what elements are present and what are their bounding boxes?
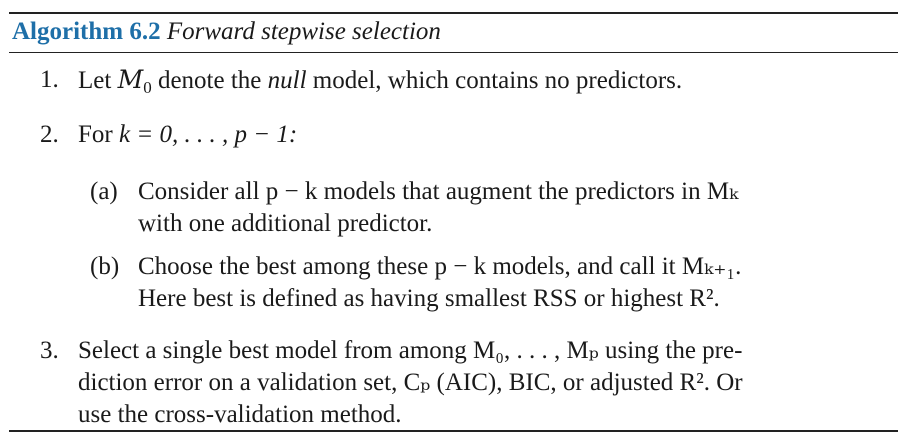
- algorithm-title: Forward stepwise selection: [166, 18, 441, 45]
- substep-line: Here best is defined as having smallest …: [138, 285, 720, 312]
- model-symbol: M: [117, 65, 144, 94]
- step-3: 3. Select a single best model from among…: [0, 335, 907, 431]
- step-1: 1. Let M0 denote the null model, which c…: [0, 64, 907, 96]
- substep-line: Choose the best among these p − k models…: [138, 253, 742, 280]
- header-rule: [9, 52, 898, 53]
- step-text: For k = 0, . . . , p − 1:: [78, 121, 298, 148]
- substep-line: Consider all p − k models that augment t…: [138, 178, 739, 205]
- step-2: 2. For k = 0, . . . , p − 1:: [0, 119, 907, 151]
- step-text: Let M0 denote the null model, which cont…: [78, 65, 683, 97]
- step-number: 1.: [40, 66, 59, 93]
- step-line: Select a single best model from among M₀…: [78, 337, 743, 364]
- substep-b: (b) Choose the best among these p − k mo…: [0, 251, 907, 315]
- step-line: use the cross-validation method.: [78, 401, 402, 428]
- step-number: 2.: [40, 121, 59, 148]
- substep-a: (a) Consider all p − k models that augme…: [0, 176, 907, 240]
- step-number: 3.: [40, 337, 59, 364]
- emphasis: null: [267, 67, 307, 94]
- step-line: diction error on a validation set, Cₚ (A…: [78, 369, 743, 396]
- top-rule: [9, 12, 898, 14]
- bottom-rule: [9, 430, 898, 432]
- substep-label: (a): [90, 178, 118, 205]
- substep-line: with one additional predictor.: [138, 210, 433, 237]
- algorithm-label: Algorithm 6.2: [12, 18, 161, 45]
- algorithm-header: Algorithm 6.2 Forward stepwise selection: [12, 15, 441, 49]
- substep-label: (b): [90, 253, 120, 280]
